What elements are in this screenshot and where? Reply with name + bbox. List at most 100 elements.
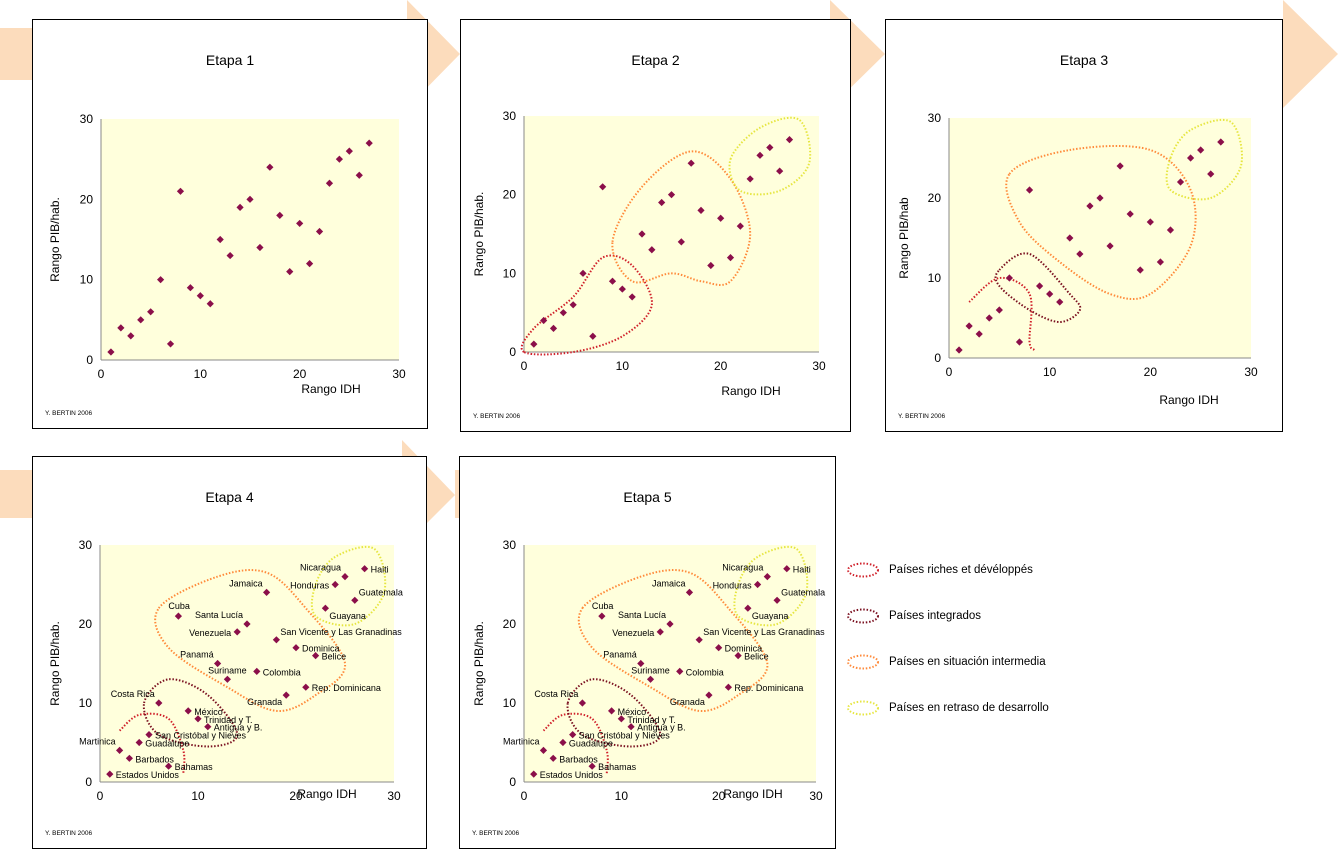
data-point [638,230,646,238]
data-point [206,300,214,308]
data-point [194,715,202,723]
x-tick-label: 30 [809,789,823,803]
x-axis-label: Rango IDH [721,384,780,398]
data-point [331,580,339,589]
x-tick-label: 0 [97,789,104,803]
x-axis-label: Rango IDH [723,787,782,801]
point-label: Suriname [631,665,670,675]
point-label: San Cristóbal y Nieves [155,731,247,741]
data-point [734,652,742,660]
data-point [627,723,635,731]
point-label: Haiti [793,565,811,575]
point-label: Nicaragua [300,563,341,573]
data-point [315,227,324,236]
data-point [985,314,993,322]
data-point [549,324,558,332]
point-label: México [618,707,647,717]
data-point [166,340,175,348]
data-point [1156,258,1164,266]
y-tick-label: 30 [79,538,93,552]
legend-item: Países integrados [845,606,981,626]
data-point [785,136,794,144]
point-label: San Vicente y Las Granadinas [703,627,825,637]
point-label: Venezuela [189,628,231,638]
point-label: Colombia [686,667,724,677]
legend-label: Países integrados [889,610,982,622]
x-tick-label: 30 [387,789,401,803]
x-tick-label: 20 [712,789,726,803]
y-axis-label: Rango PIB/hab. [472,192,486,277]
data-point [117,324,125,332]
point-label: Guadalupe [145,739,189,749]
scatter-plot-4: 0 10 20 30 0 10 20 30 Rango IDH Rango PIB/hab. Est… [48,538,403,803]
x-tick-label: 10 [615,789,629,803]
point-label: Granada [670,697,705,707]
legend-label: Países en situación intermedia [889,656,1046,668]
data-point [1136,266,1144,274]
x-tick-label: 20 [714,359,728,373]
data-point [1207,170,1215,178]
data-point [530,340,538,348]
y-tick-label: 0 [86,353,93,367]
data-point [176,187,185,195]
data-point [1126,210,1134,218]
plot-area [949,118,1251,358]
point-label: Martinica [503,736,540,746]
data-point [355,171,363,179]
point-label: San Cristóbal y Nieves [579,731,671,741]
group-outline-intermediate [577,569,769,712]
legend-swatch-icon [847,608,879,624]
group-outline-rich [968,276,1036,351]
data-point [155,699,163,707]
point-label: Estados Unidos [116,770,180,780]
point-label: Barbados [559,754,598,764]
point-label: Dominica [725,644,763,654]
data-point [312,652,320,660]
scatter-plot-1: 0 10 20 30 0 10 20 30 Rango IDH Rango PIB/hab. [48,112,406,396]
y-tick-label: 30 [80,112,94,126]
point-label: Colombia [263,667,301,677]
point-label: Jamaica [652,578,686,588]
data-point [1025,186,1034,194]
data-point [1217,138,1225,146]
group-outline-intermediate [154,569,347,712]
data-point [145,731,153,739]
data-point [637,659,645,668]
data-point [1166,226,1175,234]
y-tick-label: 10 [928,271,942,285]
x-tick-label: 20 [1144,365,1158,379]
data-point [256,243,264,252]
point-label: Dominica [302,644,340,654]
point-label: Costa Rica [111,689,155,699]
point-label: Guatemala [781,587,825,597]
point-label: Costa Rica [534,689,578,699]
data-point [1036,282,1044,290]
data-point [186,284,194,292]
point-label: Belice [322,652,347,662]
point-label: México [194,707,223,717]
panel-title: Etapa 3 [1059,52,1109,68]
y-tick-label: 20 [79,617,93,631]
data-point [1146,218,1154,226]
y-tick-label: 20 [80,192,94,206]
y-axis-label: Rango PIB/hab. [48,621,62,706]
group-outline-delay [728,116,812,196]
data-point [196,292,204,300]
stage-panel-2: Etapa 2 Y. BERTIN 2006 0 10 20 30 0 10 20 30 Rango… [460,19,851,432]
data-point [296,219,304,228]
point-label: Martinica [79,736,116,746]
group-outline-intermediate [611,150,752,286]
group-outline-integrated [142,678,239,748]
x-tick-label: 10 [1043,365,1057,379]
x-tick-label: 0 [521,789,528,803]
panel-title: Etapa 2 [631,52,680,68]
stage-panel-4: Etapa 4 Y. BERTIN 2006 0 10 20 30 0 10 20 30 Rango… [32,456,427,849]
data-point [147,308,155,316]
credit-text: Y. BERTIN 2006 [472,830,520,837]
point-label: Venezuela [612,628,654,638]
plot-area [100,545,394,782]
plot-area [101,119,399,360]
data-point [157,276,165,284]
data-point [975,330,983,338]
point-label: Trinidad y T. [204,715,253,725]
